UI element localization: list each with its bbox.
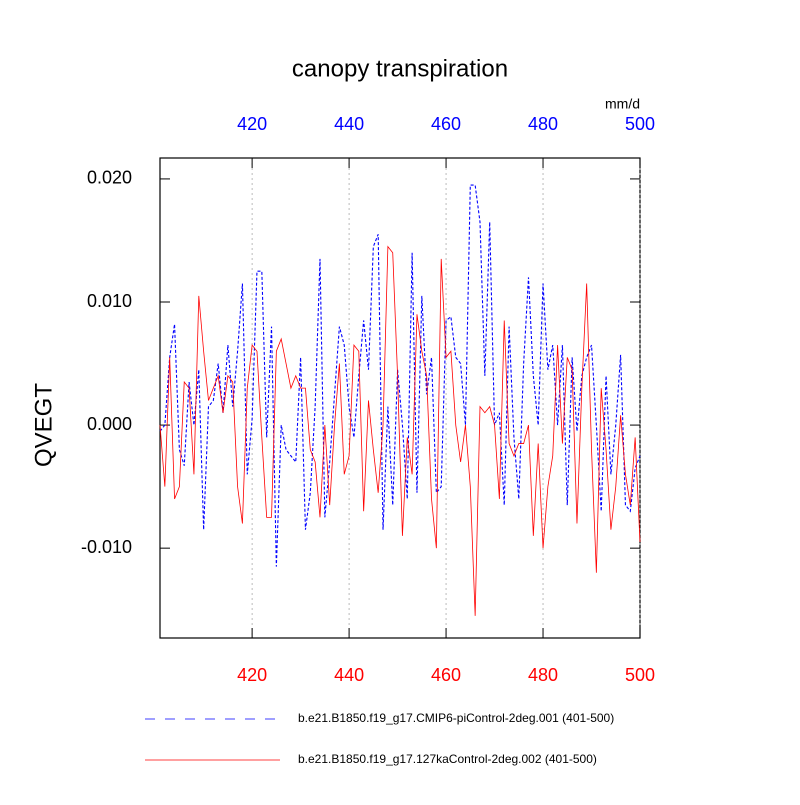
x-top-tick-label: 500 (625, 114, 655, 134)
x-top-tick-label: 440 (334, 114, 364, 134)
y-tick-label: 0.000 (87, 414, 132, 434)
x-top-tick-label: 480 (528, 114, 558, 134)
x-tick-label: 480 (528, 665, 558, 685)
series-line (159, 245, 641, 616)
x-tick-label: 460 (431, 665, 461, 685)
x-tick-label: 500 (625, 665, 655, 685)
unit-label: mm/d (605, 96, 640, 112)
x-top-tick-label: 460 (431, 114, 461, 134)
x-top-tick-label: 420 (237, 114, 267, 134)
y-tick-label: -0.010 (81, 537, 132, 557)
y-axis-label: QVEGT (30, 383, 57, 467)
y-tick-label: 0.020 (87, 168, 132, 188)
chart-title: canopy transpiration (292, 55, 508, 82)
x-tick-label: 440 (334, 665, 364, 685)
y-tick-label: 0.010 (87, 291, 132, 311)
plot-frame (159, 157, 641, 639)
legend-label: b.e21.B1850.f19_g17.CMIP6-piControl-2deg… (298, 711, 614, 725)
x-tick-label: 420 (237, 665, 267, 685)
series-line (159, 184, 641, 567)
legend-label: b.e21.B1850.f19_g17.127kaControl-2deg.00… (298, 752, 597, 766)
